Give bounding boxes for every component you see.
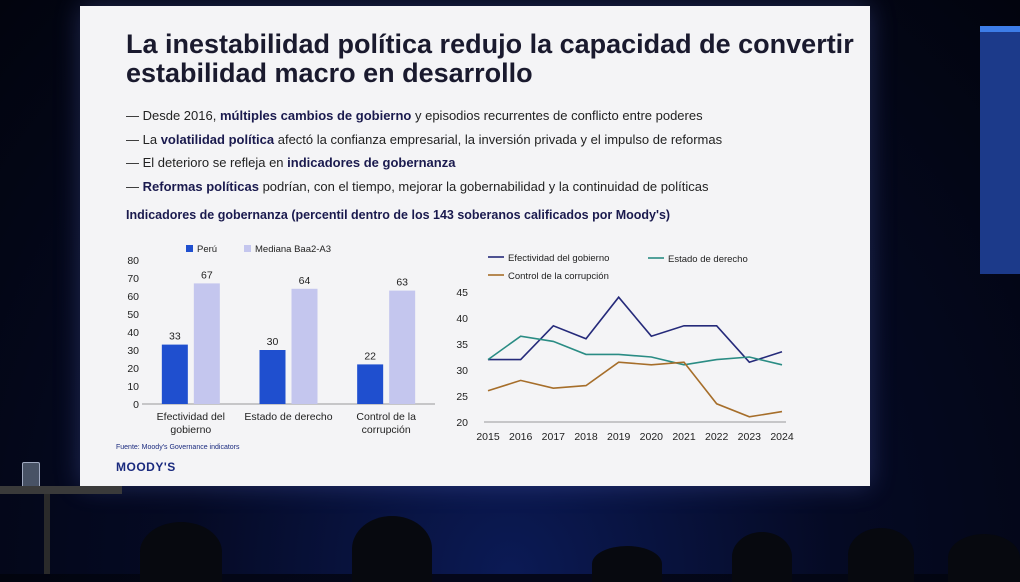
x-tick-label: 2017 (542, 431, 566, 442)
data-label: 22 (364, 350, 376, 362)
legend-label: Mediana Baa2-A3 (255, 244, 331, 255)
bullet-item: — El deterioro se refleja en indicadores… (126, 151, 856, 175)
x-tick-label: 2022 (705, 431, 729, 442)
side-screen (980, 26, 1020, 274)
series-line (487, 361, 783, 418)
y-tick-label: 40 (127, 327, 139, 339)
line-chart: 20 25 30 35 40 45 2015 2016 2017 2018 2019 2020 2021… (456, 253, 794, 442)
legend-label: Efectividad del gobierno (508, 253, 609, 264)
y-tick-label: 30 (127, 345, 139, 357)
water-glass (22, 462, 40, 488)
bullet-text: podrían, con el tiempo, mejorar la gober… (258, 178, 709, 194)
legend-label: Control de la corrupción (508, 271, 609, 282)
bar (291, 288, 318, 404)
bullet-text: — La (126, 131, 161, 147)
x-tick-label: 2018 (574, 431, 598, 442)
presentation-slide: La inestabilidad política redujo la capa… (80, 6, 870, 486)
bullet-emphasis: múltiples cambios de gobierno (219, 108, 412, 123)
x-tick-label: 2019 (607, 431, 631, 442)
bullet-text: — Desde 2016, (126, 108, 220, 123)
bar (389, 290, 416, 404)
category-label: Estado de derecho (244, 411, 332, 423)
data-label: 30 (267, 336, 279, 348)
x-tick-label: 2023 (738, 431, 762, 442)
y-tick-label: 0 (133, 399, 139, 411)
audience-head (948, 534, 1020, 582)
bar (161, 344, 188, 404)
y-tick-label: 10 (127, 381, 139, 393)
y-tick-label: 20 (127, 363, 139, 375)
y-tick-label: 30 (456, 365, 468, 377)
category-label: Efectividad del (157, 411, 225, 423)
y-tick-label: 25 (456, 391, 468, 403)
audience-head (732, 532, 792, 582)
x-tick-label: 2021 (672, 431, 696, 442)
category-label: corrupción (362, 424, 411, 436)
x-tick-label: 2016 (509, 431, 533, 442)
bullet-text: — El deterioro se refleja en (126, 155, 288, 170)
bullet-item: — Reformas políticas podrían, con el tie… (126, 175, 856, 199)
legend-label: Estado de derecho (668, 254, 748, 265)
category-label: Control de la (356, 411, 416, 423)
bullet-text: afectó la confianza empresarial, la inve… (274, 131, 723, 147)
y-tick-label: 50 (127, 309, 139, 321)
data-label: 63 (396, 277, 408, 289)
source-note: Fuente: Moody's Governance indicators (116, 444, 240, 451)
audience-head (592, 546, 662, 582)
slide-title: La inestabilidad política redujo la capa… (126, 29, 854, 88)
bullet-text: y episodios recurrentes de conflicto ent… (411, 108, 703, 123)
moodys-logo: MOODY'S (116, 460, 176, 474)
data-label: 67 (201, 269, 213, 281)
bar (193, 283, 220, 404)
y-tick-label: 80 (127, 255, 139, 267)
y-tick-label: 60 (127, 291, 139, 303)
chart-title: Indicadores de gobernanza (percentil den… (126, 208, 671, 222)
audience-head (848, 528, 914, 582)
y-tick-label: 20 (456, 417, 468, 429)
data-label: 33 (169, 331, 181, 343)
y-tick-label: 45 (456, 287, 468, 299)
audience-head (352, 516, 432, 582)
bullet-item: — Desde 2016, múltiples cambios de gobie… (126, 104, 856, 128)
legend-swatch (244, 245, 251, 252)
category-label: gobierno (170, 424, 211, 436)
bullet-list: — Desde 2016, múltiples cambios de gobie… (126, 104, 856, 198)
series-line (487, 335, 783, 366)
data-label: 64 (299, 275, 311, 287)
x-tick-label: 2020 (640, 431, 664, 442)
x-tick-label: 2015 (476, 431, 500, 442)
bullet-item: — La volatilidad política afectó la conf… (126, 128, 856, 152)
y-tick-label: 40 (456, 313, 468, 325)
bullet-emphasis: Reformas políticas (142, 178, 259, 194)
side-table (0, 486, 122, 494)
series-line (488, 295, 783, 364)
bar-chart: 0 10 20 30 40 50 60 70 80 Perú Mediana Baa2-A3 33 67… (127, 244, 435, 436)
audience-head (140, 522, 222, 582)
y-tick-label: 35 (456, 339, 468, 351)
x-tick-label: 2024 (770, 431, 794, 442)
table-leg (44, 494, 50, 574)
legend-label: Perú (197, 244, 217, 255)
y-tick-label: 70 (127, 273, 139, 285)
bullet-emphasis: indicadores de gobernanza (287, 155, 456, 170)
bar (259, 350, 286, 404)
bar (357, 364, 384, 404)
bullet-text: — (126, 178, 143, 194)
legend-swatch (186, 245, 193, 252)
bullet-emphasis: volatilidad política (160, 131, 275, 147)
